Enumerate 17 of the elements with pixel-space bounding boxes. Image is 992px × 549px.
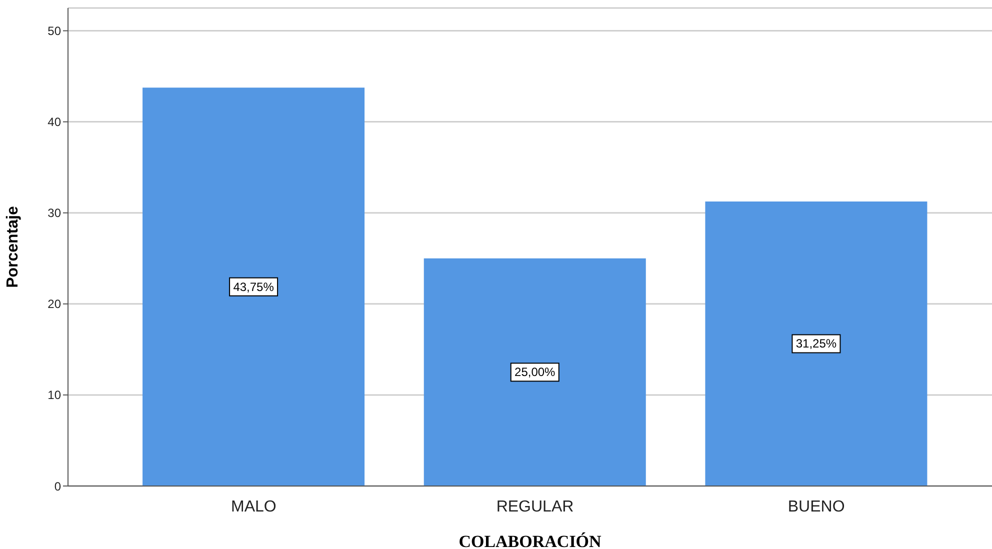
x-tick-label: BUENO [788, 498, 845, 516]
y-tick-label: 20 [48, 297, 62, 312]
y-tick-label: 10 [48, 388, 62, 402]
x-tick-label: REGULAR [496, 498, 574, 516]
data-label: 25,00% [514, 365, 556, 380]
y-tick-label: 50 [48, 24, 62, 38]
y-tick-label: 40 [48, 115, 62, 130]
bar [705, 201, 928, 486]
x-tick-label: MALO [230, 498, 276, 516]
y-axis-title: Porcentaje [4, 206, 22, 288]
bar [424, 258, 646, 486]
y-tick-label: 0 [54, 479, 62, 494]
y-tick-label: 30 [48, 206, 62, 220]
data-label: 43,75% [233, 280, 274, 294]
x-axis-title: COLABORACIÓN [458, 532, 602, 549]
bar [142, 88, 365, 486]
data-label: 31,25% [796, 336, 837, 351]
